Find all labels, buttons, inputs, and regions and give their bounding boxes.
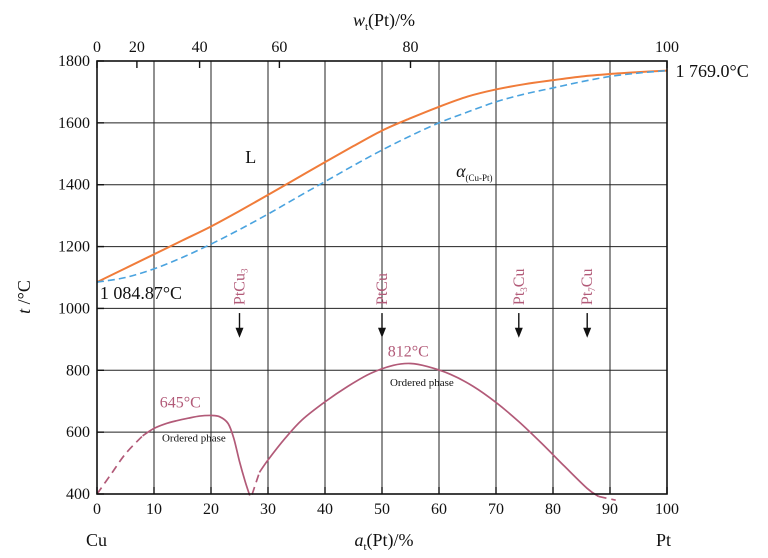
compound-formula-main: Pt (511, 291, 528, 305)
compound-label: PtCu3 (232, 268, 250, 305)
compound-formula-main: Pt (579, 291, 596, 305)
top-x-tick-label: 60 (271, 39, 287, 56)
x-tick-label: 50 (374, 501, 390, 518)
pt-melting-point-label: 1 769.0°C (676, 61, 749, 81)
x-tick-label: 30 (260, 501, 276, 518)
compound-label: Pt3Cu (511, 269, 529, 306)
compound-arrow-head (378, 327, 386, 338)
x-tick-label: 40 (317, 501, 333, 518)
compound-formula-suffix: Cu (511, 269, 528, 288)
y-tick-label: 1000 (58, 300, 90, 317)
gridlines (97, 61, 667, 494)
ordered-dome-1-curve (142, 414, 251, 496)
top-x-tick-label: 100 (655, 39, 679, 56)
cu-melting-point-label: 1 084.87°C (100, 283, 182, 303)
top-x-tick-label: 80 (403, 39, 419, 56)
top-x-tick-label: 40 (192, 39, 208, 56)
y-axis-title: t /°C (14, 280, 34, 314)
liquid-phase-label: L (245, 147, 256, 167)
ordered-dome-2-curve (258, 362, 600, 498)
ordered-phase-label-1: Ordered phase (162, 432, 226, 444)
compound-label: PtCu (374, 273, 391, 305)
cu-end-label: Cu (86, 530, 107, 550)
x-axis-title: at(Pt)/% (354, 530, 413, 553)
top-x-tick-label: 0 (93, 39, 101, 56)
x-tick-label: 60 (431, 501, 447, 518)
y-tick-label: 800 (66, 362, 90, 379)
ordered-dome-2-right-dashed-curve (598, 495, 616, 502)
top-x-axis-title: wt(Pt)/% (353, 10, 415, 33)
x-tick-label: 10 (146, 501, 162, 518)
compound-arrow-head (583, 327, 592, 338)
y-tick-label: 400 (66, 486, 90, 503)
ordered-phase-label-2: Ordered phase (390, 377, 454, 389)
solid-solution-symbol: α (456, 161, 466, 181)
compound-formula-suffix: Cu (579, 269, 596, 288)
y-tick-label: 1600 (58, 115, 90, 132)
x-tick-label: 100 (655, 501, 679, 518)
pt-end-label: Pt (656, 530, 671, 550)
x-tick-label: 20 (203, 501, 219, 518)
compound-formula-main: PtCu (232, 273, 249, 305)
x-tick-label: 80 (545, 501, 561, 518)
annotations: Lα(Cu-Pt) 1 084.87°C 1 769.0°C 645°C 812°C Or… (100, 61, 749, 445)
axes: 0 10 20 30 40 50 60 70 80 90 100400600800100012001… (58, 39, 679, 518)
y-tick-label: 1200 (58, 239, 90, 256)
y-tick-label: 1800 (58, 53, 90, 70)
compound-formula-main: PtCu (374, 273, 391, 305)
compound-formula-subscript: 3 (519, 287, 529, 292)
top-x-tick-label: 20 (129, 39, 145, 56)
x-tick-label: 90 (602, 501, 618, 518)
ordered-dome-1-dashed-curve (96, 435, 144, 495)
solid-solution-label: α(Cu-Pt) (456, 161, 492, 183)
compound-arrow-head (514, 327, 523, 338)
compound-label: Pt7Cu (579, 269, 597, 306)
y-tick-label: 1400 (58, 177, 90, 194)
x-tick-label: 70 (488, 501, 504, 518)
ordered-max-1-label: 645°C (160, 394, 201, 411)
compound-formula-subscript: 3 (240, 268, 250, 273)
ordered-max-2-label: 812°C (388, 343, 429, 360)
liquidus-curve (96, 69, 668, 284)
compound-formula-subscript: 7 (587, 287, 597, 292)
solid-solution-subscript: (Cu-Pt) (466, 173, 493, 183)
x-tick-label: 0 (93, 501, 101, 518)
compound-arrow-head (235, 327, 244, 338)
solidus-curve (96, 69, 668, 283)
phase-boundary-curves (96, 69, 668, 502)
y-tick-label: 600 (66, 424, 90, 441)
ordered-dome-2-dashed-curve (251, 472, 261, 495)
